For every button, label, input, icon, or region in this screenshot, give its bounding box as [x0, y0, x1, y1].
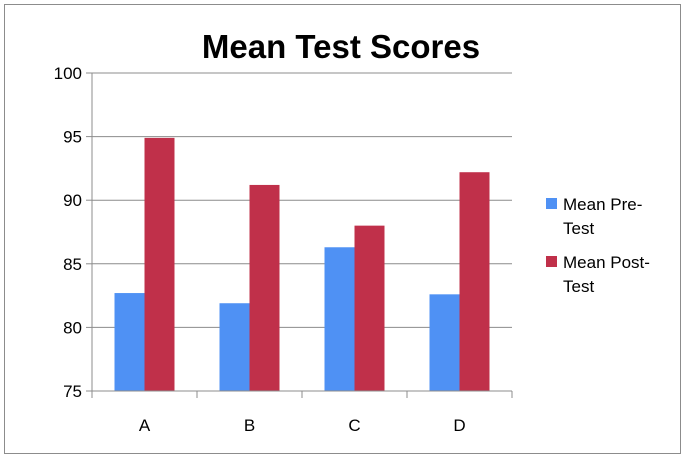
- x-tick-label: D: [453, 416, 465, 435]
- bars: [114, 137, 490, 391]
- bar-pre-test-a: [114, 293, 145, 391]
- bar-pre-test-b: [219, 303, 250, 391]
- bar-post-test-b: [249, 184, 280, 391]
- y-tick-label: 95: [63, 128, 82, 147]
- x-tick-label: A: [139, 416, 151, 435]
- chart-title: Mean Test Scores: [202, 28, 480, 65]
- legend-swatch-post-test: [546, 256, 557, 267]
- legend-label-pre-test: Mean Pre-: [563, 195, 642, 214]
- bar-post-test-a: [144, 137, 175, 391]
- bar-pre-test-d: [429, 294, 460, 391]
- legend-label-post-test: Mean Post-: [563, 253, 650, 272]
- y-tick-label: 85: [63, 255, 82, 274]
- x-tick-label: B: [244, 416, 255, 435]
- legend-label-pre-test: Test: [563, 219, 594, 238]
- x-tick-label: C: [348, 416, 360, 435]
- axes: 75 80 85 90 95 100 A B C D: [54, 64, 513, 435]
- y-tick-label: 90: [63, 191, 82, 210]
- bar-post-test-d: [459, 172, 490, 391]
- legend-label-post-test: Test: [563, 277, 594, 296]
- bar-post-test-c: [354, 225, 385, 391]
- y-tick-label: 80: [63, 318, 82, 337]
- bar-pre-test-c: [324, 247, 355, 391]
- y-tick-label: 75: [63, 382, 82, 401]
- legend-swatch-pre-test: [546, 198, 557, 209]
- y-tick-label: 100: [54, 64, 82, 83]
- legend: Mean Pre- Test Mean Post- Test: [546, 195, 650, 296]
